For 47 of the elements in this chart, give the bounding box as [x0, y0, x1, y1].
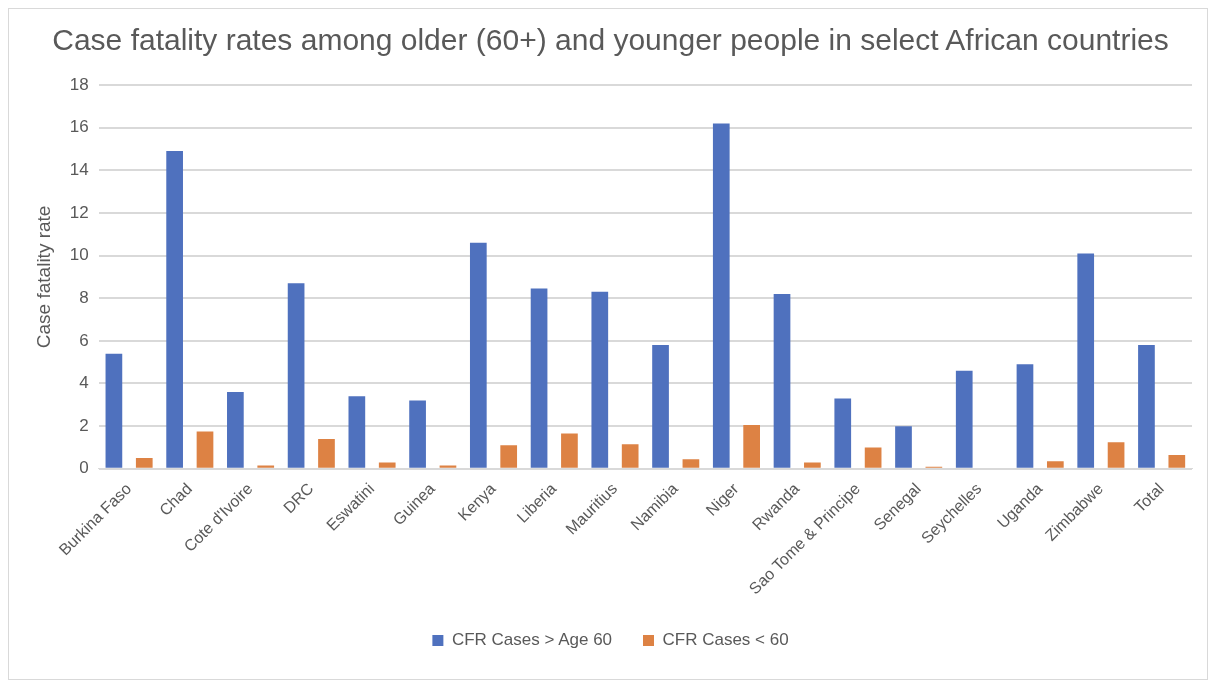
y-tick-label: 14	[69, 159, 89, 179]
bar	[1138, 345, 1155, 468]
bar	[864, 447, 882, 468]
bar	[469, 242, 487, 468]
bar	[955, 370, 973, 468]
y-tick-label: 12	[69, 202, 89, 222]
bar	[895, 426, 912, 468]
bar	[135, 458, 153, 468]
bar	[591, 291, 609, 468]
y-tick-label: 6	[79, 330, 89, 350]
bar	[409, 400, 426, 468]
bar	[621, 444, 639, 468]
legend-label: CFR Cases > Age 60	[451, 630, 613, 650]
bar	[196, 431, 214, 468]
bar	[652, 345, 669, 468]
bar	[561, 433, 578, 468]
y-tick-label: 18	[69, 74, 89, 94]
bar	[166, 151, 183, 468]
y-tick-label: 8	[79, 287, 89, 307]
bar	[1016, 364, 1034, 468]
bar	[287, 283, 305, 468]
bar	[743, 425, 760, 468]
bar	[530, 288, 548, 468]
bar	[682, 459, 700, 468]
bar	[1168, 454, 1186, 468]
bar	[773, 293, 791, 468]
y-tick-label: 16	[69, 117, 89, 137]
y-axis-title: Case fatality rate	[32, 205, 54, 349]
bar	[834, 398, 852, 468]
bar	[257, 465, 275, 468]
bar	[227, 392, 244, 468]
y-tick-label: 2	[79, 415, 89, 435]
chart-title: Case fatality rates among older (60+) and younger people in select African countries	[52, 23, 1169, 57]
bar	[1107, 442, 1125, 468]
bar	[105, 353, 123, 468]
bar	[1077, 253, 1095, 468]
bar	[500, 445, 518, 468]
y-tick-label: 10	[69, 245, 89, 265]
bar	[348, 396, 366, 468]
bar	[318, 438, 335, 468]
bar	[378, 462, 396, 468]
y-tick-label: 4	[79, 373, 89, 393]
legend-label: CFR Cases < 60	[662, 630, 789, 650]
bar	[804, 462, 821, 468]
bar	[1046, 461, 1064, 468]
y-tick-label: 0	[79, 458, 89, 478]
bar	[712, 123, 730, 468]
